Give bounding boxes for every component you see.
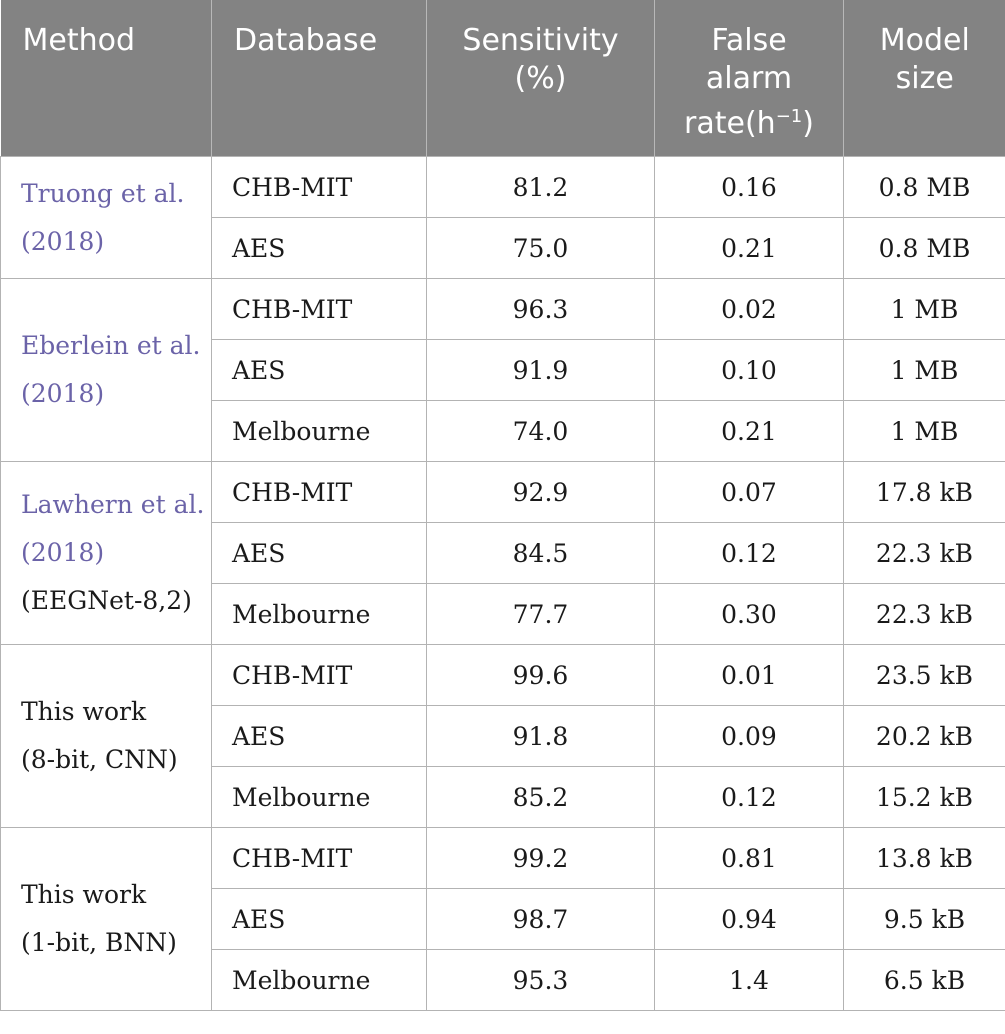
database-cell: Melbourne <box>211 583 427 645</box>
database-cell: CHB-MIT <box>211 644 427 706</box>
false-alarm-rate-cell: 1.4 <box>654 949 844 1011</box>
model-size-cell: 1 MB <box>843 339 1005 401</box>
model-size-cell: 22.3 kB <box>843 583 1005 645</box>
model-size-cell: 20.2 kB <box>843 705 1005 767</box>
false-alarm-rate-cell: 0.30 <box>654 583 844 645</box>
method-detail[interactable]: (2018) <box>21 538 105 567</box>
model-size-cell: 13.8 kB <box>843 827 1005 889</box>
database-cell: CHB-MIT <box>211 827 427 889</box>
database-cell: CHB-MIT <box>211 278 427 340</box>
method-name: This work <box>21 697 147 726</box>
database-cell: CHB-MIT <box>211 156 427 218</box>
column-header-method: Method <box>0 0 212 157</box>
method-cell: Truong et al. (2018) <box>0 156 212 279</box>
table-row: This work (1-bit, BNN) CHB-MIT 99.2 0.81 13.8… <box>0 827 1005 1011</box>
database-cell: Melbourne <box>211 766 427 828</box>
sensitivity-cell: 85.2 <box>426 766 655 828</box>
table-row: Lawhern et al. (2018) (EEGNet-8,2) CHB-MIT 9… <box>0 461 1005 645</box>
table-row: AES 91.9 0.10 1 MB <box>1 339 1005 401</box>
database-cell: AES <box>211 705 427 767</box>
method-detail: (1-bit, BNN) <box>21 928 177 957</box>
method-name: This work <box>21 880 147 909</box>
model-size-cell: 9.5 kB <box>843 888 1005 950</box>
header-row: Method Database Sensitivity (%) False al… <box>0 0 1005 157</box>
method-cell: This work (8-bit, CNN) <box>0 644 212 828</box>
table-row: Melbourne 85.2 0.12 15.2 kB <box>1 766 1005 828</box>
sensitivity-cell: 91.8 <box>426 705 655 767</box>
table-row: Eberlein et al. (2018) CHB-MIT 96.3 0.02 1 MB <box>0 278 1005 462</box>
table-row: Truong et al. (2018) CHB-MIT 81.2 0.16 0.8 MB <box>0 156 1005 279</box>
table-body: Truong et al. (2018) CHB-MIT 81.2 0.16 0.8 MB… <box>0 156 1005 1011</box>
false-alarm-rate-cell: 0.02 <box>654 278 844 340</box>
model-size-cell: 15.2 kB <box>843 766 1005 828</box>
sensitivity-cell: 99.6 <box>426 644 655 706</box>
table-row: Melbourne 95.3 1.4 6.5 kB <box>1 949 1005 1011</box>
false-alarm-rate-cell: 0.81 <box>654 827 844 889</box>
method-name[interactable]: Lawhern et al. <box>21 490 205 519</box>
method-cell: Lawhern et al. (2018) (EEGNet-8,2) <box>0 461 212 645</box>
model-size-cell: 22.3 kB <box>843 522 1005 584</box>
method-name[interactable]: Truong et al. <box>21 178 185 208</box>
false-alarm-rate-cell: 0.16 <box>654 156 844 218</box>
sensitivity-cell: 99.2 <box>426 827 655 889</box>
sensitivity-cell: 84.5 <box>426 522 655 584</box>
false-alarm-rate-cell: 0.10 <box>654 339 844 401</box>
database-cell: Melbourne <box>211 400 427 462</box>
sensitivity-cell: 81.2 <box>426 156 655 218</box>
method-variant: (EEGNet-8,2) <box>21 586 192 615</box>
comparison-table-container: Method Database Sensitivity (%) False al… <box>0 0 1005 1011</box>
table-row: Melbourne 74.0 0.21 1 MB <box>1 400 1005 462</box>
sensitivity-cell: 91.9 <box>426 339 655 401</box>
model-size-cell: 1 MB <box>843 278 1005 340</box>
method-detail: (8-bit, CNN) <box>21 745 178 774</box>
sensitivity-cell: 92.9 <box>426 461 655 523</box>
false-alarm-rate-cell: 0.21 <box>654 217 844 279</box>
false-alarm-rate-cell: 0.09 <box>654 705 844 767</box>
sensitivity-cell: 75.0 <box>426 217 655 279</box>
table-row: AES 84.5 0.12 22.3 kB <box>1 522 1005 584</box>
sensitivity-cell: 74.0 <box>426 400 655 462</box>
model-size-cell: 17.8 kB <box>843 461 1005 523</box>
method-name[interactable]: Eberlein et al. <box>21 331 201 360</box>
method-detail[interactable]: (2018) <box>21 226 105 256</box>
table-row: This work (8-bit, CNN) CHB-MIT 99.6 0.01 23.5… <box>0 644 1005 828</box>
column-header-database: Database <box>211 0 427 157</box>
database-cell: AES <box>211 522 427 584</box>
false-alarm-rate-cell: 0.21 <box>654 400 844 462</box>
sensitivity-cell: 77.7 <box>426 583 655 645</box>
database-cell: AES <box>211 339 427 401</box>
column-header-model-size: Model size <box>843 0 1005 157</box>
false-alarm-rate-cell: 0.07 <box>654 461 844 523</box>
database-cell: AES <box>211 217 427 279</box>
sensitivity-cell: 95.3 <box>426 949 655 1011</box>
model-size-cell: 0.8 MB <box>843 156 1005 218</box>
table-row: Melbourne 77.7 0.30 22.3 kB <box>1 583 1005 645</box>
sensitivity-cell: 96.3 <box>426 278 655 340</box>
false-alarm-rate-cell: 0.01 <box>654 644 844 706</box>
model-size-cell: 0.8 MB <box>843 217 1005 279</box>
false-alarm-rate-cell: 0.12 <box>654 522 844 584</box>
method-cell: Eberlein et al. (2018) <box>0 278 212 462</box>
false-alarm-rate-cell: 0.12 <box>654 766 844 828</box>
database-cell: Melbourne <box>211 949 427 1011</box>
column-header-false-alarm-rate: False alarm rate(h−1) <box>654 0 844 157</box>
database-cell: CHB-MIT <box>211 461 427 523</box>
method-cell: This work (1-bit, BNN) <box>0 827 212 1011</box>
database-cell: AES <box>211 888 427 950</box>
sensitivity-cell: 98.7 <box>426 888 655 950</box>
model-size-cell: 1 MB <box>843 400 1005 462</box>
model-size-cell: 23.5 kB <box>843 644 1005 706</box>
false-alarm-rate-cell: 0.94 <box>654 888 844 950</box>
comparison-table: Method Database Sensitivity (%) False al… <box>0 0 1005 1011</box>
model-size-cell: 6.5 kB <box>843 949 1005 1011</box>
table-row: AES 91.8 0.09 20.2 kB <box>1 705 1005 767</box>
column-header-sensitivity: Sensitivity (%) <box>426 0 655 157</box>
method-detail[interactable]: (2018) <box>21 379 105 408</box>
